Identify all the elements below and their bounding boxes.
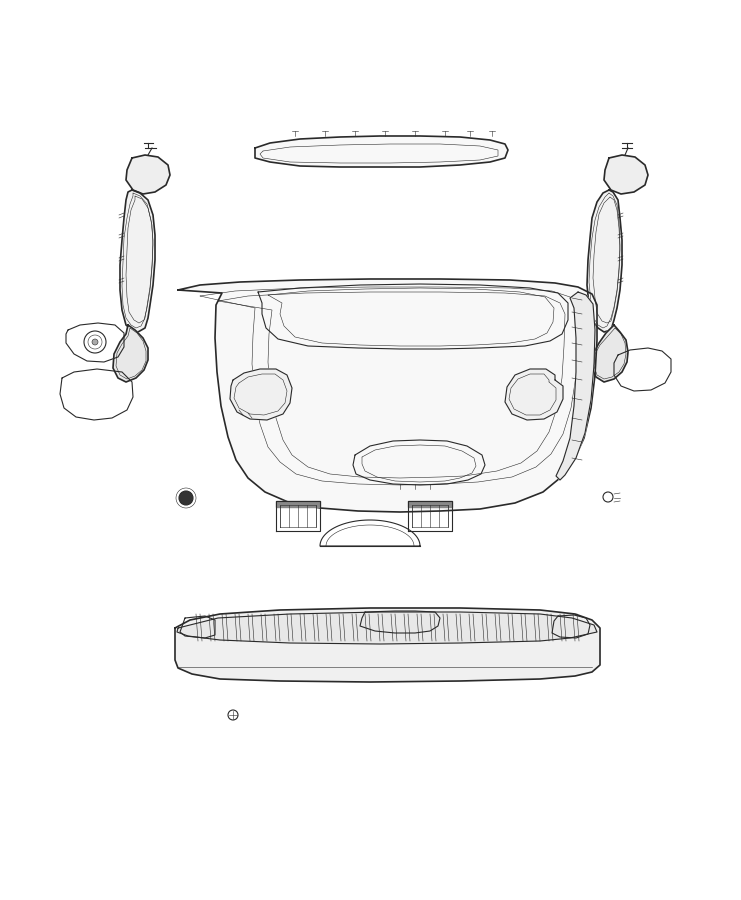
Polygon shape — [505, 369, 563, 420]
Polygon shape — [230, 369, 292, 420]
Polygon shape — [126, 155, 170, 194]
Polygon shape — [120, 190, 155, 332]
Polygon shape — [175, 608, 600, 682]
Circle shape — [179, 491, 193, 505]
Polygon shape — [113, 325, 148, 382]
Polygon shape — [591, 325, 628, 382]
Polygon shape — [276, 501, 320, 507]
Polygon shape — [255, 136, 508, 167]
Polygon shape — [587, 190, 622, 332]
Polygon shape — [604, 155, 648, 194]
Polygon shape — [556, 292, 595, 480]
Polygon shape — [178, 279, 597, 512]
Circle shape — [92, 339, 98, 345]
Polygon shape — [408, 501, 452, 507]
Polygon shape — [177, 612, 597, 644]
